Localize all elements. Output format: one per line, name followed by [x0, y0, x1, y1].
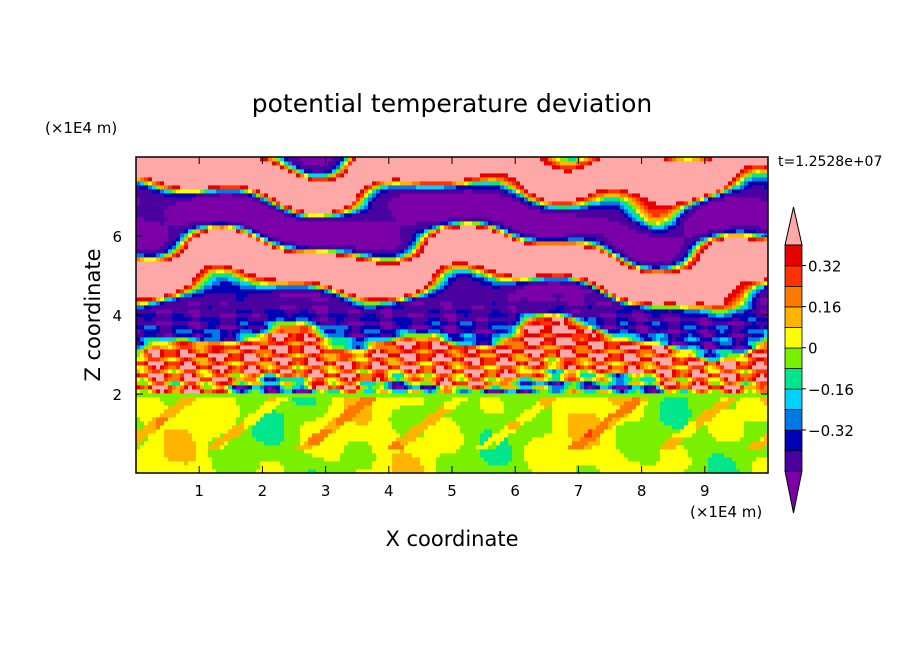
- x-tick-label: 1: [194, 482, 204, 500]
- x-axis-ticks: 1 2 3 4 5 6 7 8 9: [194, 157, 710, 500]
- colorbar-swatch: [784, 408, 803, 431]
- colorbar-swatch: [784, 244, 803, 267]
- colorbar-swatch: [784, 265, 803, 287]
- y-unit-label: (×1E4 m): [45, 119, 117, 137]
- y-axis-ticks: 2 4 6: [112, 228, 768, 404]
- colorbar-swatch: [784, 285, 803, 308]
- x-axis-label: X coordinate: [385, 527, 518, 551]
- colorbar-tick-label: −0.32: [808, 422, 854, 440]
- y-tick-label: 2: [112, 386, 122, 404]
- colorbar-tick-label: 0.32: [808, 258, 841, 276]
- colorbar-swatch: [784, 326, 803, 349]
- x-tick-label: 8: [637, 482, 647, 500]
- y-tick-label: 4: [112, 307, 122, 325]
- x-unit-label: (×1E4 m): [690, 503, 762, 521]
- time-label: t=1.2528e+07: [778, 154, 882, 170]
- colorbar-swatch: [784, 306, 803, 328]
- colorbar-swatch: [784, 367, 803, 390]
- colorbar-tick-label: 0.16: [808, 299, 841, 317]
- x-tick-label: 5: [447, 482, 457, 500]
- x-tick-label: 9: [700, 482, 710, 500]
- colorbar-swatch: [784, 429, 803, 452]
- x-tick-label: 6: [510, 482, 520, 500]
- x-tick-label: 7: [574, 482, 584, 500]
- colorbar-min-arrow: [784, 470, 803, 514]
- colorbar-max-arrow: [784, 206, 803, 246]
- y-tick-label: 6: [112, 228, 122, 246]
- colorbar-swatch: [784, 388, 803, 411]
- colorbar-swatch: [784, 347, 803, 369]
- colorbar-tick-label: −0.16: [808, 381, 854, 399]
- contour-field: [136, 157, 768, 473]
- colorbar-swatch: [784, 450, 803, 472]
- x-tick-label: 2: [258, 482, 268, 500]
- colorbar: 0.32 0.16 0 −0.16 −0.32: [784, 206, 854, 514]
- colorbar-tick-label: 0: [808, 340, 818, 358]
- y-axis-label: Z coordinate: [81, 248, 105, 381]
- x-tick-label: 4: [384, 482, 394, 500]
- chart-title: potential temperature deviation: [252, 89, 652, 118]
- x-tick-label: 3: [321, 482, 331, 500]
